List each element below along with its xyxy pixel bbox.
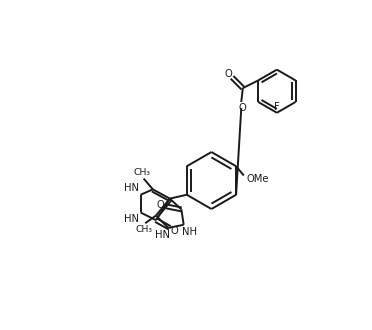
Text: O: O — [238, 103, 246, 113]
Text: O: O — [171, 226, 178, 236]
Text: O: O — [224, 69, 232, 79]
Text: OMe: OMe — [246, 174, 269, 183]
Text: HN: HN — [155, 230, 170, 240]
Text: O: O — [157, 200, 164, 210]
Text: CH₃: CH₃ — [135, 225, 152, 234]
Text: F: F — [274, 102, 280, 112]
Text: HN: HN — [124, 214, 139, 224]
Text: CH₃: CH₃ — [134, 168, 151, 177]
Text: HN: HN — [124, 183, 139, 193]
Text: NH: NH — [182, 227, 198, 237]
